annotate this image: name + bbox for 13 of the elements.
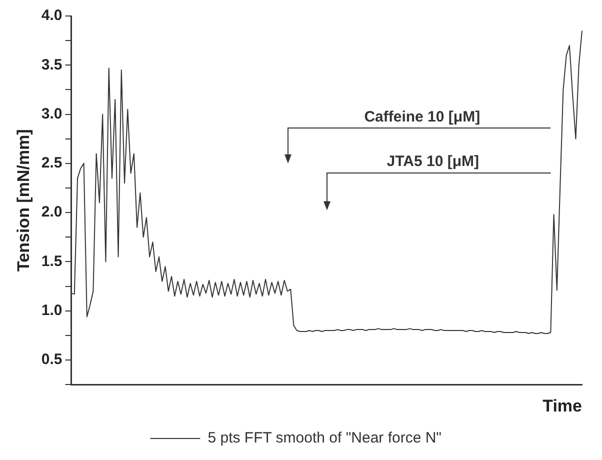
annotation: JTA5 10 [μM] <box>386 153 479 170</box>
y-tick-label: 4.0 <box>41 7 62 24</box>
y-axis-title: Tension [mN/mm] <box>14 129 33 272</box>
y-tick-label: 1.0 <box>41 302 62 320</box>
y-tick-label: 2.5 <box>41 154 62 172</box>
y-tick-label: 1.5 <box>41 252 62 270</box>
y-tick-label: 0.5 <box>41 351 62 368</box>
y-tick-label: 3.5 <box>41 56 62 74</box>
y-tick-label: 2.0 <box>41 204 62 221</box>
legend-label: 5 pts FFT smooth of "Near force N" <box>208 430 442 447</box>
y-tick-label: 3.0 <box>41 105 62 122</box>
annotation: Caffeine 10 [μM] <box>364 108 480 126</box>
x-axis-title: Time <box>542 396 582 416</box>
